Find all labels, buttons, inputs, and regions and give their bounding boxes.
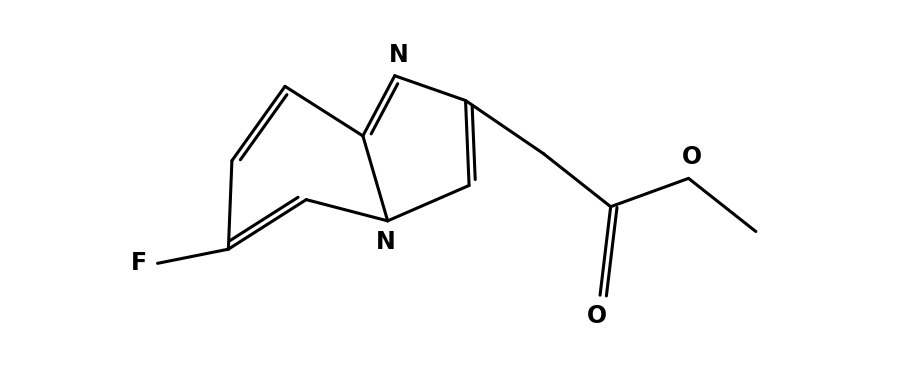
Text: F: F (131, 251, 147, 275)
Text: O: O (682, 145, 702, 169)
Text: N: N (376, 230, 396, 254)
Text: O: O (587, 304, 606, 328)
Text: N: N (388, 42, 408, 67)
